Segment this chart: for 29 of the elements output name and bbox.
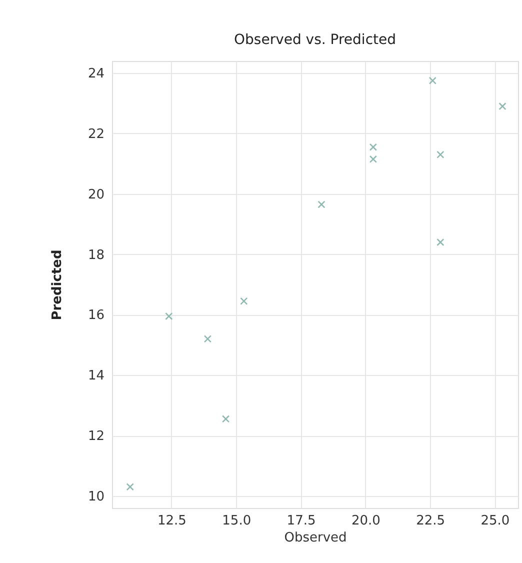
y-tick-label: 10 (88, 489, 104, 504)
y-tick-label: 22 (88, 126, 104, 142)
point (428, 76, 436, 84)
point (498, 102, 506, 110)
point (222, 415, 230, 423)
x-tick-label: 25.0 (480, 514, 510, 528)
y-tick-label: 20 (88, 187, 104, 202)
y-tick-label: 14 (88, 368, 104, 384)
x-tick-label: 20.0 (351, 514, 380, 528)
y-tick-label: 16 (88, 308, 104, 324)
chart-title: Observed vs. Predicted (234, 32, 396, 48)
point (369, 143, 377, 151)
point (204, 335, 212, 343)
y-tick-label: 12 (88, 429, 104, 444)
point (436, 150, 444, 158)
point (240, 297, 248, 305)
x-axis-title: Observed (284, 530, 347, 546)
x-tick-label: 12.5 (158, 514, 186, 528)
point (436, 238, 444, 246)
x-tick-label: 17.5 (286, 514, 316, 528)
point (318, 200, 326, 208)
x-tick-label: 22.5 (416, 514, 446, 528)
y-tick-label: 18 (88, 248, 104, 263)
x-tick-label: 15.0 (222, 514, 252, 528)
point (165, 312, 173, 320)
point (126, 483, 134, 491)
y-axis-title: Predicted (50, 250, 65, 320)
y-tick-label: 24 (88, 66, 104, 82)
point (369, 155, 377, 163)
